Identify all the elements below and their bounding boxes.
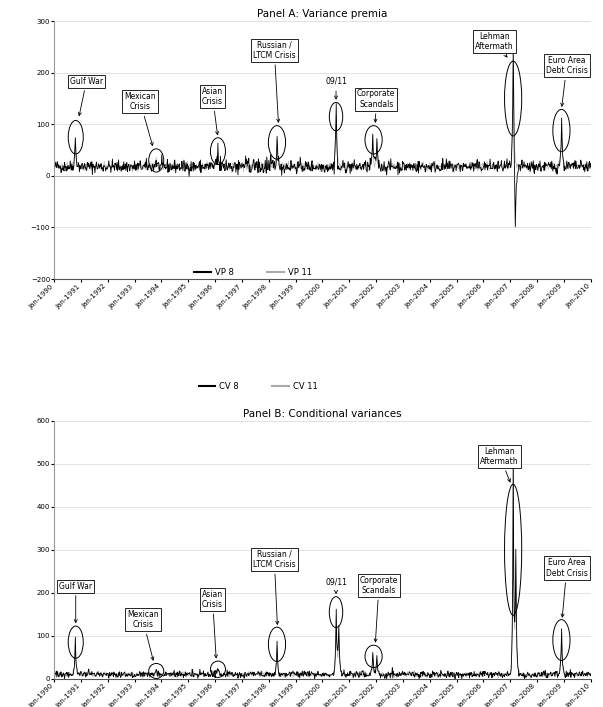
Title: Panel A: Variance premia: Panel A: Variance premia (257, 9, 388, 19)
Text: Mexican
Crisis: Mexican Crisis (127, 610, 159, 660)
Legend: VP 8, VP 11: VP 8, VP 11 (191, 264, 315, 280)
Text: Gulf War: Gulf War (70, 76, 103, 115)
Text: Euro Area
Debt Crisis: Euro Area Debt Crisis (546, 56, 588, 106)
Text: Gulf War: Gulf War (59, 582, 92, 623)
Text: Euro Area
Debt Crisis: Euro Area Debt Crisis (546, 559, 588, 617)
Text: Mexican
Crisis: Mexican Crisis (124, 92, 156, 146)
Text: Russian /
LTCM Crisis: Russian / LTCM Crisis (253, 40, 295, 122)
Text: Lehman
Aftermath: Lehman Aftermath (475, 32, 514, 57)
Text: Asian
Crisis: Asian Crisis (202, 590, 223, 658)
Text: 09/11: 09/11 (325, 578, 347, 593)
Legend: CV 8, CV 11: CV 8, CV 11 (195, 379, 321, 395)
Text: Russian /
LTCM Crisis: Russian / LTCM Crisis (253, 550, 295, 624)
Title: Panel B: Conditional variances: Panel B: Conditional variances (243, 409, 402, 419)
Text: 09/11: 09/11 (325, 76, 347, 99)
Text: Corporate
Scandals: Corporate Scandals (360, 575, 398, 642)
Text: Corporate
Scandals: Corporate Scandals (357, 90, 396, 122)
Text: Lehman
Aftermath: Lehman Aftermath (481, 447, 519, 482)
Text: Asian
Crisis: Asian Crisis (202, 87, 223, 134)
